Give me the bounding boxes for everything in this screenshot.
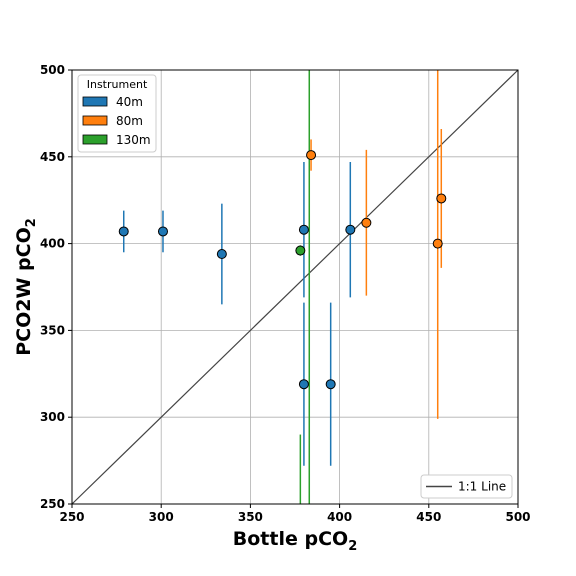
legend-label: 80m bbox=[116, 114, 143, 128]
x-tick-label: 500 bbox=[505, 510, 530, 524]
x-axis-label-main: Bottle pCO bbox=[233, 528, 348, 550]
data-point bbox=[306, 150, 317, 161]
y-tick-label: 300 bbox=[40, 410, 65, 424]
legend-box bbox=[77, 74, 157, 153]
x-axis-label-subscript: 2 bbox=[348, 539, 357, 554]
legend-swatch bbox=[82, 134, 108, 145]
instrument-legend: Instrument 40m 80m 130m bbox=[77, 74, 157, 153]
x-ticks: 250 300 350 400 450 500 bbox=[59, 504, 531, 524]
x-tick-label: 250 bbox=[59, 510, 84, 524]
data-point bbox=[298, 379, 309, 390]
y-axis-label: PCO2W pCO2 bbox=[13, 218, 39, 356]
legend-swatch bbox=[82, 96, 108, 107]
data-point bbox=[325, 379, 336, 390]
y-tick-label: 400 bbox=[40, 237, 65, 251]
data-point bbox=[432, 238, 443, 249]
y-tick-label: 450 bbox=[40, 150, 65, 164]
legend-items: 40m 80m 130m bbox=[82, 95, 151, 147]
plot-frame bbox=[71, 69, 519, 505]
x-tick-label: 400 bbox=[327, 510, 352, 524]
data-point bbox=[118, 226, 129, 237]
reference-legend-box bbox=[420, 474, 513, 499]
data-point bbox=[345, 224, 356, 235]
y-axis-label-main: PCO2W pCO bbox=[13, 227, 35, 356]
error-bars bbox=[122, 70, 443, 504]
x-tick-label: 450 bbox=[416, 510, 441, 524]
x-tick-label: 300 bbox=[149, 510, 174, 524]
data-point bbox=[157, 226, 168, 237]
data-point bbox=[216, 249, 227, 260]
y-axis-label-subscript: 2 bbox=[24, 218, 39, 227]
y-tick-label: 250 bbox=[40, 497, 65, 511]
reference-legend-label: 1:1 Line bbox=[458, 480, 506, 494]
reference-legend: 1:1 Line bbox=[420, 474, 513, 499]
data-point bbox=[295, 245, 306, 256]
legend-label: 40m bbox=[116, 95, 143, 109]
x-tick-label: 350 bbox=[238, 510, 263, 524]
reference-line bbox=[71, 69, 519, 505]
y-tick-label: 500 bbox=[40, 63, 65, 77]
y-ticks: 250 300 350 400 450 500 bbox=[40, 63, 72, 511]
data-points bbox=[118, 150, 447, 390]
data-point bbox=[298, 224, 309, 235]
data-point bbox=[361, 217, 372, 228]
legend-swatch bbox=[82, 115, 108, 126]
legend-title: Instrument bbox=[87, 78, 148, 91]
reference-line-group bbox=[71, 69, 519, 505]
y-tick-label: 350 bbox=[40, 323, 65, 337]
x-axis-label: Bottle pCO2 bbox=[233, 528, 357, 554]
legend-label: 130m bbox=[116, 133, 151, 147]
data-point bbox=[436, 193, 447, 204]
